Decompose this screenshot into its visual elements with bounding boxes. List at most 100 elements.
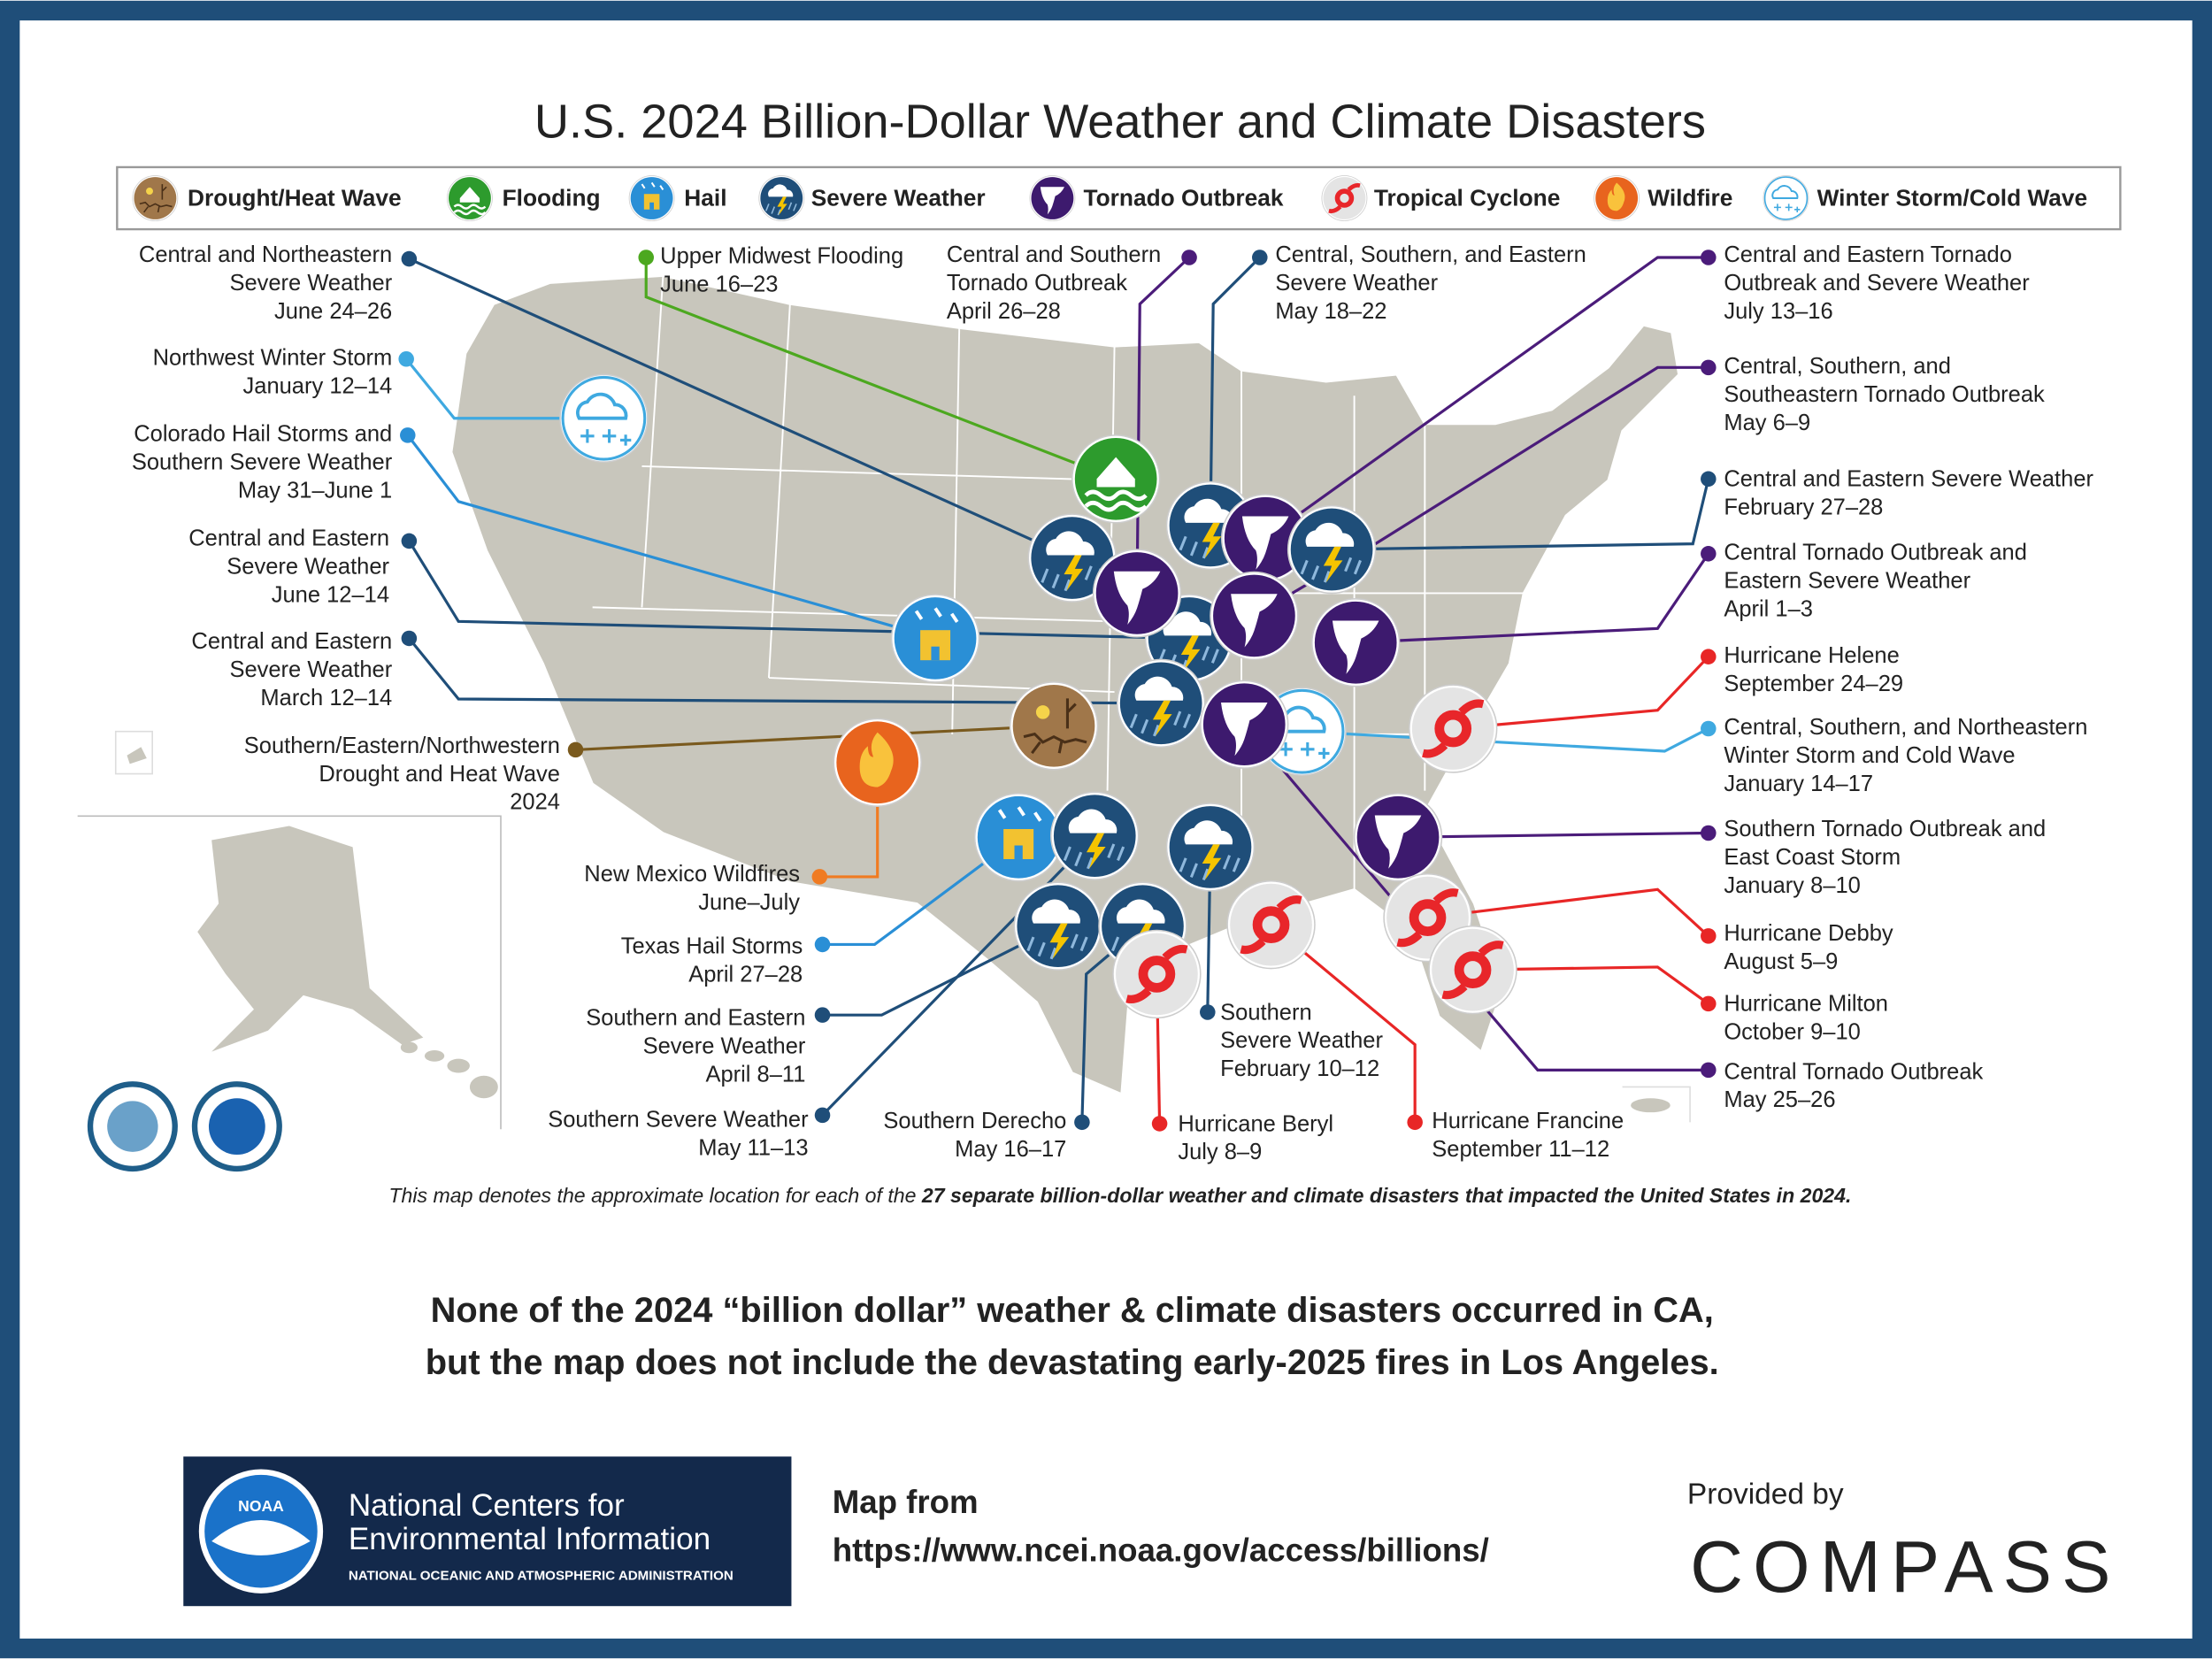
event-dates: 2024 [510, 790, 560, 815]
event-label: Texas Hail Storms [621, 933, 803, 958]
leader-line [575, 724, 1055, 752]
icon-glyph [139, 184, 173, 213]
event-label: Eastern Severe Weather [1724, 568, 1970, 593]
event-label: Outbreak and Severe Weather [1724, 271, 2030, 296]
icon-glyph [1279, 742, 1330, 759]
event-label: Severe Weather [227, 554, 389, 579]
leader-dot [1181, 250, 1197, 265]
icon-glyph [1240, 895, 1302, 955]
event-label: Severe Weather [1275, 271, 1438, 296]
leader-dot [567, 741, 584, 758]
icon-glyph [1220, 703, 1268, 757]
tropical-icon [1409, 684, 1498, 773]
event-dates: June 24–26 [274, 299, 392, 324]
icon-glyph [1169, 806, 1252, 888]
icon-glyph [134, 177, 177, 219]
icon-glyph [997, 806, 1042, 822]
map-title: U.S. 2024 Billion-Dollar Weather and Cli… [534, 95, 1706, 148]
event-label: Upper Midwest Flooding [660, 244, 903, 269]
icon-glyph [1300, 557, 1362, 583]
inset-box [1622, 1086, 1691, 1123]
icon-glyph [641, 181, 664, 190]
icon-glyph [1041, 565, 1102, 592]
flooding-icon [447, 175, 493, 221]
event-label: Central and Eastern Severe Weather [1724, 467, 2093, 492]
leader-line [1270, 923, 1417, 1123]
event-dates: October 9–10 [1724, 1020, 1861, 1045]
legend-label: Wildfire [1647, 185, 1732, 211]
leader-dot [398, 351, 414, 367]
event-label: Southeastern Tornado Outbreak [1724, 382, 2045, 407]
icon-glyph [453, 204, 487, 216]
leader-line [408, 637, 1162, 705]
icon-glyph [1607, 182, 1625, 211]
event-dates: April 1–3 [1724, 596, 1813, 621]
leader-dot [814, 1007, 831, 1023]
leader-dot [1701, 720, 1717, 737]
event-label: Severe Weather [643, 1034, 806, 1059]
event-dates: April 27–28 [688, 962, 803, 987]
icon-glyph [1434, 710, 1472, 748]
leader-dot [1200, 1004, 1216, 1020]
legend-label: Tornado Outbreak [1083, 185, 1283, 211]
icon-glyph [643, 194, 660, 210]
icon-glyph [1134, 676, 1184, 701]
wildfire-icon [1594, 175, 1640, 221]
footnote: This map denotes the approximate locatio… [388, 1184, 1851, 1207]
event-dates: May 6–9 [1724, 411, 1810, 435]
leader-line [1472, 965, 1709, 1005]
icon-glyph [931, 646, 940, 661]
leader-dot [1701, 359, 1717, 376]
event-label: Central Tornado Outbreak [1724, 1059, 1983, 1084]
event-dates: April 26–28 [947, 299, 1061, 324]
icon-glyph [1068, 809, 1118, 833]
icon-glyph [1031, 517, 1114, 599]
icon-glyph [1113, 571, 1161, 625]
event-label: Southern Tornado Outbreak and [1724, 817, 2046, 841]
event-label: New Mexico Wildfires [584, 862, 800, 887]
leader-line [1209, 256, 1261, 526]
icon-glyph [1252, 906, 1290, 943]
event-dates: August 5–9 [1724, 949, 1838, 974]
icon-glyph [1179, 855, 1240, 881]
leader-line [406, 434, 936, 640]
puerto-rico [1631, 1098, 1671, 1113]
icon-glyph [146, 188, 153, 196]
leader-dot [1701, 825, 1717, 841]
event-label: Central and Eastern Tornado [1724, 242, 2012, 267]
event-label: Winter Storm and Cold Wave [1724, 743, 2015, 768]
leader-line [1427, 887, 1709, 938]
leader-line [1243, 723, 1709, 1071]
icon-glyph [1305, 522, 1355, 547]
icon-glyph [459, 187, 480, 203]
legend-label: Winter Storm/Cold Wave [1817, 185, 2088, 211]
footnote-text: This map denotes the approximate locatio… [388, 1184, 921, 1207]
territory [127, 747, 147, 764]
event-label: Southern Severe Weather [548, 1107, 809, 1132]
brand: COMPASS [1690, 1525, 2121, 1608]
severe-icon [1050, 791, 1140, 880]
leader-line [1332, 478, 1710, 551]
event-label: Central, Southern, and Northeastern [1724, 715, 2087, 740]
event-dates: March 12–14 [260, 686, 392, 710]
icon-glyph [1046, 531, 1094, 556]
leader-dot [401, 533, 418, 549]
legend-label: Hail [684, 185, 726, 211]
leader-line [404, 357, 604, 420]
org-name: National Centers for [349, 1488, 625, 1523]
icon-glyph [1053, 795, 1136, 878]
hail-icon [973, 793, 1064, 882]
icon-glyph [1422, 699, 1485, 758]
tornado-icon [1353, 793, 1443, 882]
org-sub: NATIONAL OCEANIC AND ATMOSPHERIC ADMINIS… [349, 1569, 733, 1584]
event-label: Hurricane Debby [1724, 921, 1893, 946]
icon-glyph [765, 202, 797, 216]
event-label: Southern Severe Weather [132, 449, 393, 474]
leader-line [644, 257, 1117, 480]
leader-line [821, 834, 1096, 1117]
icon-glyph [1125, 944, 1188, 1003]
severe-icon [1165, 803, 1256, 892]
event-label: Central and Eastern [191, 629, 392, 654]
